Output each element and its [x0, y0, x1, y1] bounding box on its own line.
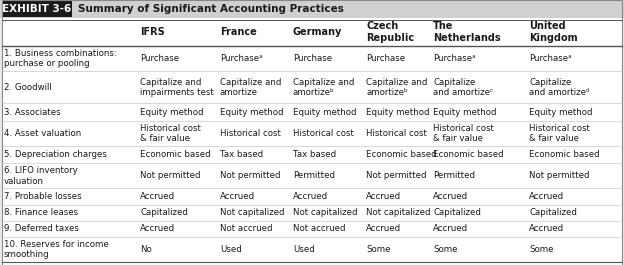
Text: Capitalized: Capitalized — [433, 208, 481, 217]
Text: Some: Some — [529, 245, 553, 254]
Text: EXHIBIT 3-6: EXHIBIT 3-6 — [2, 4, 72, 14]
Text: Capitalize
and amortizeᵈ: Capitalize and amortizeᵈ — [529, 77, 590, 97]
Text: Historical cost
& fair value: Historical cost & fair value — [529, 124, 590, 143]
Text: Historical cost
& fair value: Historical cost & fair value — [433, 124, 494, 143]
Text: Purchaseᵃ: Purchaseᵃ — [433, 54, 475, 63]
Text: 4. Asset valuation: 4. Asset valuation — [4, 129, 81, 138]
Text: Accrued: Accrued — [293, 192, 328, 201]
Bar — [2, 1, 72, 17]
Text: Capitalize and
amortizeᵇ: Capitalize and amortizeᵇ — [366, 77, 427, 97]
Text: Accrued: Accrued — [529, 224, 564, 233]
Text: Capitalize and
impairments test: Capitalize and impairments test — [140, 77, 214, 97]
Text: Not capitalized: Not capitalized — [366, 208, 431, 217]
Text: 10. Reserves for income
smoothing: 10. Reserves for income smoothing — [4, 240, 109, 259]
Text: Equity method: Equity method — [140, 108, 204, 117]
Text: Summary of Significant Accounting Practices: Summary of Significant Accounting Practi… — [78, 4, 344, 14]
Text: Historical cost
& fair value: Historical cost & fair value — [140, 124, 202, 143]
Text: 8. Finance leases: 8. Finance leases — [4, 208, 78, 217]
Text: IFRS: IFRS — [140, 27, 165, 37]
Text: Not permitted: Not permitted — [140, 171, 201, 180]
Text: Historical cost: Historical cost — [220, 129, 281, 138]
Text: Some: Some — [433, 245, 457, 254]
Text: Czech
Republic: Czech Republic — [366, 21, 414, 43]
Text: Tax based: Tax based — [220, 150, 263, 159]
Text: Historical cost: Historical cost — [366, 129, 427, 138]
Text: Not accrued: Not accrued — [293, 224, 346, 233]
Text: Economic based: Economic based — [529, 150, 600, 159]
Text: Not permitted: Not permitted — [529, 171, 590, 180]
Text: Capitalized: Capitalized — [529, 208, 577, 217]
Text: Economic based: Economic based — [366, 150, 437, 159]
Text: Accrued: Accrued — [433, 192, 468, 201]
Text: 6. LIFO inventory
valuation: 6. LIFO inventory valuation — [4, 166, 78, 186]
Text: Not permitted: Not permitted — [366, 171, 427, 180]
Text: Capitalize and
amortize: Capitalize and amortize — [220, 77, 281, 97]
Text: Historical cost: Historical cost — [293, 129, 354, 138]
Text: Equity method: Equity method — [433, 108, 497, 117]
Text: Purchaseᵃ: Purchaseᵃ — [529, 54, 572, 63]
Text: Permitted: Permitted — [293, 171, 335, 180]
Text: Economic based: Economic based — [140, 150, 211, 159]
Text: Tax based: Tax based — [293, 150, 336, 159]
Text: Accrued: Accrued — [220, 192, 255, 201]
Text: No: No — [140, 245, 152, 254]
Text: Capitalize
and amortizeᶜ: Capitalize and amortizeᶜ — [433, 77, 493, 97]
Text: Used: Used — [293, 245, 314, 254]
Text: Germany: Germany — [293, 27, 343, 37]
Text: Equity method: Equity method — [366, 108, 429, 117]
Text: Permitted: Permitted — [433, 171, 475, 180]
Text: Some: Some — [366, 245, 391, 254]
Text: France: France — [220, 27, 256, 37]
Text: Purchaseᵃ: Purchaseᵃ — [220, 54, 262, 63]
Text: Used: Used — [220, 245, 241, 254]
Text: Not capitalized: Not capitalized — [220, 208, 285, 217]
Text: Not accrued: Not accrued — [220, 224, 272, 233]
Text: Economic based: Economic based — [433, 150, 504, 159]
Text: Purchase: Purchase — [293, 54, 332, 63]
Text: Not permitted: Not permitted — [220, 171, 280, 180]
Text: Capitalized: Capitalized — [140, 208, 188, 217]
Text: 1. Business combinations:
purchase or pooling: 1. Business combinations: purchase or po… — [4, 49, 117, 68]
Bar — [0, 0, 624, 18]
Text: Equity method: Equity method — [529, 108, 593, 117]
Text: Capitalize and
amortizeᵇ: Capitalize and amortizeᵇ — [293, 77, 354, 97]
Text: 7. Probable losses: 7. Probable losses — [4, 192, 82, 201]
Text: Accrued: Accrued — [366, 224, 401, 233]
Text: 2. Goodwill: 2. Goodwill — [4, 83, 52, 92]
Text: Accrued: Accrued — [366, 192, 401, 201]
Text: Accrued: Accrued — [433, 224, 468, 233]
Text: United
Kingdom: United Kingdom — [529, 21, 578, 43]
Text: Not capitalized: Not capitalized — [293, 208, 358, 217]
Text: 3. Associates: 3. Associates — [4, 108, 61, 117]
Text: Accrued: Accrued — [529, 192, 564, 201]
Text: Accrued: Accrued — [140, 192, 175, 201]
Text: Equity method: Equity method — [293, 108, 356, 117]
Text: Accrued: Accrued — [140, 224, 175, 233]
Text: Purchase: Purchase — [140, 54, 180, 63]
Text: The
Netherlands: The Netherlands — [433, 21, 500, 43]
Text: 9. Deferred taxes: 9. Deferred taxes — [4, 224, 79, 233]
Text: Purchase: Purchase — [366, 54, 405, 63]
Text: 5. Depreciation charges: 5. Depreciation charges — [4, 150, 107, 159]
Text: Equity method: Equity method — [220, 108, 283, 117]
